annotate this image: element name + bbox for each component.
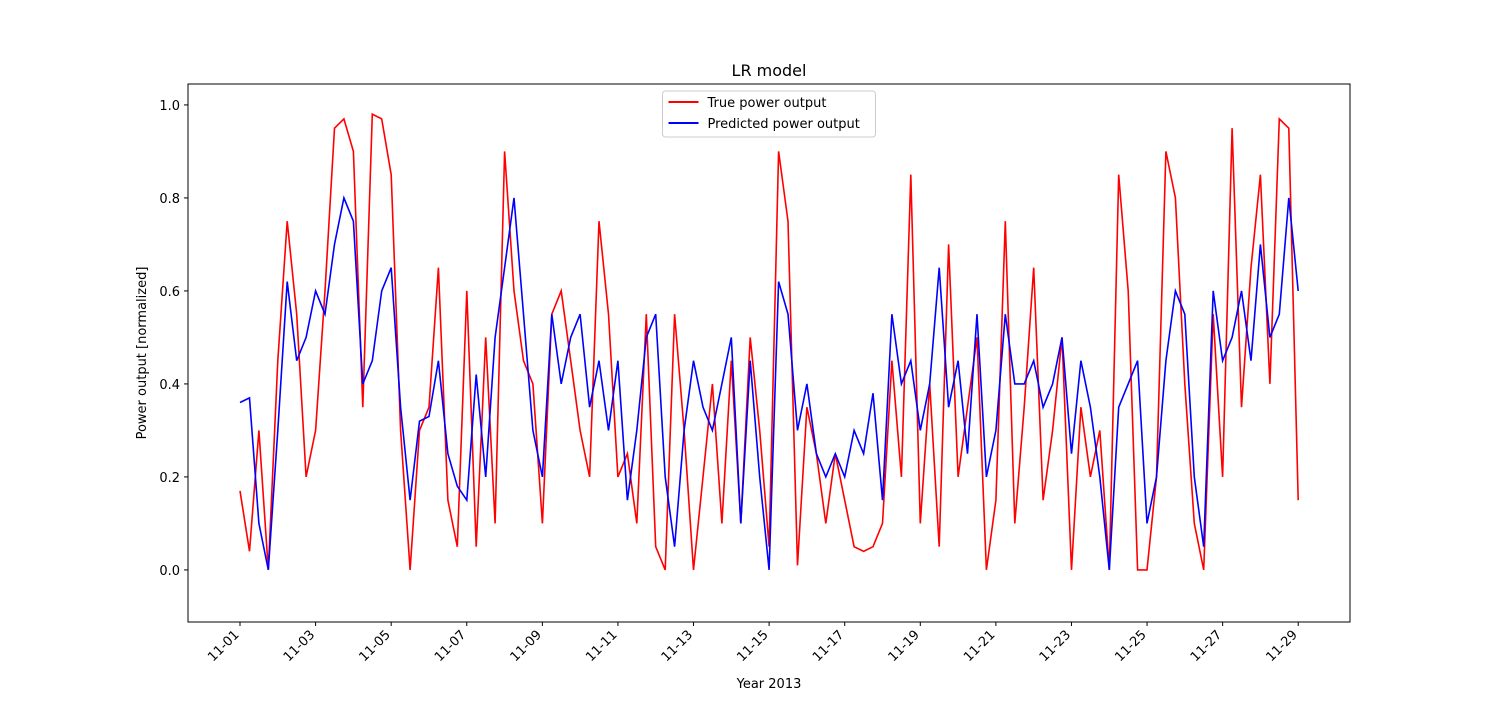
y-tick-label: 0.8 (159, 192, 180, 207)
x-tick-label: 11-29 (1263, 628, 1300, 665)
x-tick-label: 11-23 (1037, 628, 1074, 665)
line-series (239, 112, 1299, 571)
y-tick-label: 0.6 (159, 285, 180, 300)
x-tick-label: 11-15 (734, 628, 771, 665)
x-tick-label: 11-13 (659, 628, 696, 665)
legend-label: True power output (707, 96, 827, 111)
legend-label: Predicted power output (708, 117, 860, 132)
x-tick-label: 11-19 (886, 628, 923, 665)
y-tick-label: 0.0 (159, 564, 180, 579)
x-tick-label: 11-05 (356, 628, 393, 665)
y-tick-label: 1.0 (159, 99, 180, 114)
y-axis-label: Power output [normalized] (135, 267, 150, 440)
line-series (239, 195, 1299, 571)
chart-title: LR model (732, 61, 807, 80)
y-tick-label: 0.4 (159, 378, 180, 393)
x-tick-label: 11-01 (205, 628, 242, 665)
x-tick-label: 11-03 (281, 628, 318, 665)
x-tick-label: 11-17 (810, 628, 847, 665)
x-axis-label: Year 2013 (736, 677, 802, 692)
x-tick-label: 11-09 (508, 628, 545, 665)
x-tick-label: 11-25 (1112, 628, 1149, 665)
x-tick-label: 11-07 (432, 628, 469, 665)
x-tick-label: 11-21 (961, 628, 998, 665)
plot-frame (187, 83, 1351, 623)
x-tick-label: 11-11 (583, 628, 620, 665)
legend-box (662, 90, 876, 138)
y-tick-label: 0.2 (159, 471, 180, 486)
x-tick-label: 11-27 (1188, 628, 1225, 665)
